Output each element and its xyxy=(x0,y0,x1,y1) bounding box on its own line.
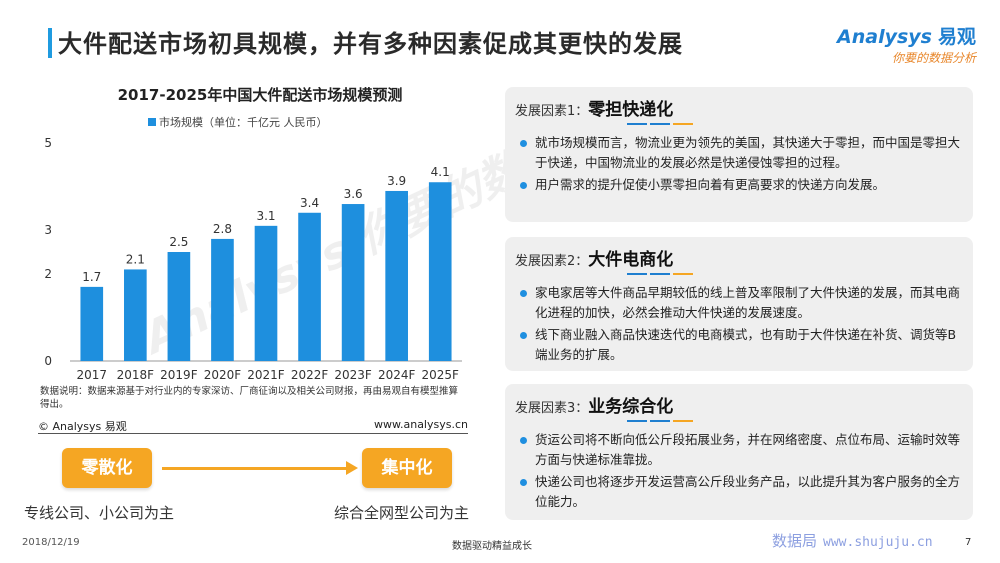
bullet-text: 家电家居等大件商品早期较低的线上普及率限制了大件快递的发展，而其电商化进程的加快… xyxy=(535,285,961,320)
legend-swatch xyxy=(148,118,156,126)
bar xyxy=(428,182,452,361)
bar xyxy=(211,238,234,361)
data-label: 3.1 xyxy=(256,209,275,223)
y-tick-label: 2 xyxy=(44,267,52,281)
data-label: 4.1 xyxy=(431,165,450,179)
x-tick-label: 2021F xyxy=(247,368,285,382)
factor-panel-2: 发展因素2：大件电商化 家电家居等大件商品早期较低的线上普及率限制了大件快递的发… xyxy=(505,237,973,371)
bar xyxy=(298,212,321,361)
x-tick-label: 2019F xyxy=(160,368,198,382)
factor-bullets: 货运公司将不断向低公斤段拓展业务，并在网络密度、点位布局、运输时效等方面与快递标… xyxy=(515,430,963,512)
factor-underline xyxy=(627,273,693,276)
list-item: 货运公司将不断向低公斤段拓展业务，并在网络密度、点位布局、运输时效等方面与快递标… xyxy=(515,430,963,470)
bullet-text: 用户需求的提升促使小票零担向着有更高要求的快递方向发展。 xyxy=(535,177,886,192)
page-number: 7 xyxy=(965,537,972,548)
bullet-dot-icon xyxy=(520,437,527,444)
factor-heading: 发展因素2：大件电商化 xyxy=(515,245,963,270)
factor-bullets: 家电家居等大件商品早期较低的线上普及率限制了大件快递的发展，而其电商化进程的加快… xyxy=(515,283,963,365)
logo-brand-text: Analysys xyxy=(837,26,932,48)
bullet-dot-icon xyxy=(520,290,527,297)
logo-brand-cn: 易观 xyxy=(937,26,976,48)
footer-source-url[interactable]: www.shujuju.cn xyxy=(823,535,933,550)
bullet-dot-icon xyxy=(520,332,527,339)
factor-title: 业务综合化 xyxy=(588,397,674,417)
x-tick-label: 2023F xyxy=(334,368,372,382)
from-stage-badge: 零散化 xyxy=(62,448,152,488)
bullet-dot-icon xyxy=(520,479,527,486)
data-label: 2.1 xyxy=(126,252,145,266)
list-item: 就市场规模而言，物流业更为领先的美国，其快递大于零担，而中国是零担大于快递，中国… xyxy=(515,133,963,173)
bar xyxy=(341,204,365,361)
y-tick-label: 5 xyxy=(44,136,52,150)
from-stage-caption: 专线公司、小公司为主 xyxy=(24,504,175,522)
factor-panel-1: 发展因素1：零担快递化 就市场规模而言，物流业更为领先的美国，其快递大于零担，而… xyxy=(505,87,973,222)
data-label: 2.8 xyxy=(213,222,232,236)
footer-date: 2018/12/19 xyxy=(22,537,80,548)
chart-legend: 市场规模（单位：千亿元 人民币） xyxy=(148,114,328,130)
bullet-dot-icon xyxy=(520,182,527,189)
data-label: 3.4 xyxy=(300,196,319,210)
bullet-text: 线下商业融入商品快速迭代的电商模式，也有助于大件快递在补货、调货等B端业务的扩展… xyxy=(535,327,957,362)
to-stage-caption: 综合全网型公司为主 xyxy=(334,504,470,522)
to-stage-badge: 集中化 xyxy=(362,448,452,488)
data-label: 3.6 xyxy=(344,187,363,201)
chart-title: 2017-2025年中国大件配送市场规模预测 xyxy=(117,86,403,104)
logo: Analysys 易观 你要的数据分析 xyxy=(837,22,976,66)
x-tick-label: 2022F xyxy=(291,368,329,382)
x-tick-label: 2025F xyxy=(421,368,459,382)
x-tick-label: 2018F xyxy=(117,368,155,382)
copyright: © Analysys 易观 xyxy=(38,420,127,433)
y-tick-label: 3 xyxy=(44,223,52,237)
bullet-text: 货运公司将不断向低公斤段拓展业务，并在网络密度、点位布局、运输时效等方面与快递标… xyxy=(535,432,961,467)
data-label: 1.7 xyxy=(82,270,101,284)
list-item: 线下商业融入商品快速迭代的电商模式，也有助于大件快递在补货、调货等B端业务的扩展… xyxy=(515,325,963,365)
bar-chart: 0 2 3 5 1.7 2017 2.1 2018F 2.5 2019F 2.8 2020F 3.1 20… xyxy=(44,136,462,382)
logo-brand: Analysys 易观 xyxy=(837,22,976,49)
logo-tagline: 你要的数据分析 xyxy=(891,51,976,65)
page-title: 大件配送市场初具规模，并有多种因素促成其更快的发展 xyxy=(58,30,683,58)
website-link[interactable]: www.analysys.cn xyxy=(374,418,468,431)
legend-label: 市场规模（单位：千亿元 人民币） xyxy=(159,116,328,129)
factor-title: 零担快递化 xyxy=(588,100,674,120)
x-tick-label: 2017 xyxy=(77,368,108,382)
factor-heading: 发展因素3：业务综合化 xyxy=(515,392,963,417)
factor-prefix: 发展因素3： xyxy=(515,401,589,416)
bar xyxy=(124,269,147,361)
flow-arrow-icon xyxy=(346,461,358,475)
data-note: 数据说明：数据来源基于对行业内的专家深访、厂商征询以及相关公司财报，再由易观自有… xyxy=(40,386,459,410)
factor-heading: 发展因素1：零担快递化 xyxy=(515,95,963,120)
data-label: 3.9 xyxy=(387,174,406,188)
bar xyxy=(167,252,191,361)
title-accent-bar xyxy=(48,28,52,58)
footer-source-cn: 数据局 xyxy=(772,532,818,550)
x-tick-label: 2020F xyxy=(204,368,242,382)
bullet-text: 快递公司也将逐步开发运营高公斤段业务产品，以此提升其为客户服务的全方位能力。 xyxy=(535,474,961,509)
factor-bullets: 就市场规模而言，物流业更为领先的美国，其快递大于零担，而中国是零担大于快递，中国… xyxy=(515,133,963,195)
factor-panel-3: 发展因素3：业务综合化 货运公司将不断向低公斤段拓展业务，并在网络密度、点位布局… xyxy=(505,384,973,520)
divider xyxy=(38,433,468,434)
x-tick-label: 2024F xyxy=(378,368,416,382)
footer-source: 数据局 www.shujuju.cn xyxy=(772,530,933,551)
factor-underline xyxy=(627,123,693,126)
bar xyxy=(385,190,408,361)
factor-title: 大件电商化 xyxy=(588,250,674,270)
list-item: 用户需求的提升促使小票零担向着有更高要求的快递方向发展。 xyxy=(515,175,963,195)
footer-slogan: 数据驱动精益成长 xyxy=(452,541,532,552)
list-item: 家电家居等大件商品早期较低的线上普及率限制了大件快递的发展，而其电商化进程的加快… xyxy=(515,283,963,323)
bullet-text: 就市场规模而言，物流业更为领先的美国，其快递大于零担，而中国是零担大于快递，中国… xyxy=(535,135,961,170)
bar xyxy=(254,225,278,361)
bullet-dot-icon xyxy=(520,140,527,147)
flow-arrow-line xyxy=(162,467,350,470)
bar xyxy=(80,286,104,361)
data-label: 2.5 xyxy=(169,235,188,249)
list-item: 快递公司也将逐步开发运营高公斤段业务产品，以此提升其为客户服务的全方位能力。 xyxy=(515,472,963,512)
factor-prefix: 发展因素1： xyxy=(515,104,589,119)
factor-underline xyxy=(627,420,693,423)
factor-prefix: 发展因素2： xyxy=(515,254,589,269)
y-tick-label: 0 xyxy=(44,354,52,368)
